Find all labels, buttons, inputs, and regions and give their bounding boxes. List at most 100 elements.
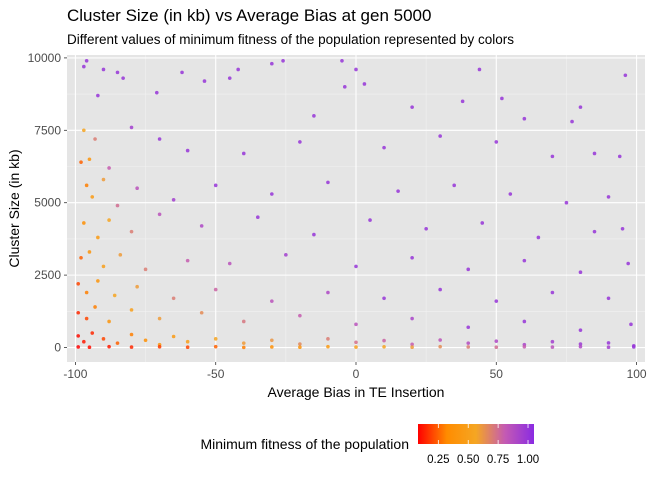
data-point	[396, 189, 400, 193]
data-point	[84, 58, 89, 63]
data-point	[508, 192, 513, 196]
data-point	[312, 232, 316, 237]
data-point	[340, 58, 344, 63]
data-point	[281, 58, 285, 63]
data-point	[82, 221, 86, 225]
data-point	[500, 96, 504, 101]
data-point	[342, 85, 347, 89]
data-point	[213, 183, 218, 188]
data-point	[96, 93, 100, 98]
data-point	[76, 310, 81, 315]
data-point	[354, 264, 358, 269]
y-tick-label: 0	[54, 341, 61, 355]
data-point	[90, 331, 95, 335]
data-point	[623, 73, 628, 78]
data-point	[129, 229, 134, 234]
y-tick-label: 7500	[34, 123, 61, 137]
chart-title: Cluster Size (in kb) vs Average Bias at …	[67, 6, 431, 25]
data-point	[76, 334, 81, 338]
data-point	[631, 345, 636, 349]
data-point	[550, 339, 555, 344]
data-point	[620, 226, 625, 231]
x-tick-label: -50	[207, 367, 225, 381]
data-point	[550, 290, 555, 295]
data-point	[112, 293, 117, 298]
data-point	[185, 345, 190, 350]
data-point	[326, 337, 330, 341]
data-point	[202, 79, 207, 83]
x-tick-label: -100	[63, 367, 87, 381]
data-point	[79, 255, 83, 260]
x-tick-label: 100	[627, 367, 647, 381]
data-point	[157, 344, 162, 349]
data-point	[76, 282, 81, 286]
data-point	[424, 226, 428, 231]
data-point	[270, 299, 274, 303]
data-point	[185, 148, 190, 153]
data-point	[84, 316, 89, 321]
data-point	[157, 212, 162, 217]
data-point	[522, 344, 527, 349]
data-point	[118, 253, 123, 257]
data-point	[270, 338, 274, 343]
data-point	[87, 345, 92, 350]
legend-colorbar	[418, 424, 534, 444]
data-point	[213, 337, 218, 341]
data-point	[626, 261, 630, 266]
data-point	[382, 338, 386, 343]
data-point	[466, 345, 471, 349]
data-point	[438, 344, 442, 349]
data-point	[298, 345, 302, 350]
legend-tick-label: 1.00	[517, 454, 539, 466]
data-point	[82, 339, 86, 344]
data-point	[236, 67, 240, 72]
x-axis-title: Average Bias in TE Insertion	[268, 384, 445, 400]
color-legend: Minimum fitness of the population 0.25 0.…	[200, 424, 539, 466]
data-point	[143, 338, 148, 343]
data-point	[154, 90, 159, 95]
data-point	[522, 116, 527, 121]
data-point	[550, 154, 555, 159]
data-point	[129, 345, 134, 349]
data-point	[129, 125, 134, 130]
data-point	[157, 137, 162, 141]
data-point	[87, 250, 92, 254]
data-point	[536, 235, 541, 240]
data-point	[101, 264, 106, 269]
data-point	[326, 344, 330, 349]
x-tick-label: 50	[490, 367, 504, 381]
data-point	[84, 183, 89, 188]
data-point	[82, 64, 86, 69]
data-point	[410, 316, 414, 321]
data-point	[438, 338, 442, 342]
data-point	[354, 345, 358, 349]
y-tick-label: 5000	[34, 196, 61, 210]
data-point	[115, 70, 120, 75]
data-point	[96, 279, 100, 283]
data-point	[326, 180, 330, 185]
data-point	[227, 76, 232, 80]
data-point	[466, 341, 471, 345]
data-point	[477, 67, 482, 72]
legend-ticks: 0.25 0.50 0.75 1.00	[427, 424, 539, 466]
x-tick-label: 0	[353, 367, 360, 381]
data-point	[522, 258, 527, 263]
data-point	[101, 67, 106, 72]
data-point	[135, 186, 139, 191]
data-point	[460, 99, 465, 104]
data-point	[578, 344, 583, 349]
data-point	[270, 345, 274, 349]
data-point	[326, 290, 330, 295]
data-point	[382, 145, 386, 150]
data-point	[90, 195, 95, 199]
data-point	[606, 345, 611, 350]
data-point	[101, 337, 106, 341]
data-point	[129, 332, 134, 337]
y-tick-label: 10000	[28, 51, 62, 65]
data-point	[578, 105, 583, 109]
data-point	[578, 328, 583, 332]
data-point	[115, 203, 120, 208]
data-point	[494, 345, 499, 350]
data-point	[180, 70, 184, 75]
